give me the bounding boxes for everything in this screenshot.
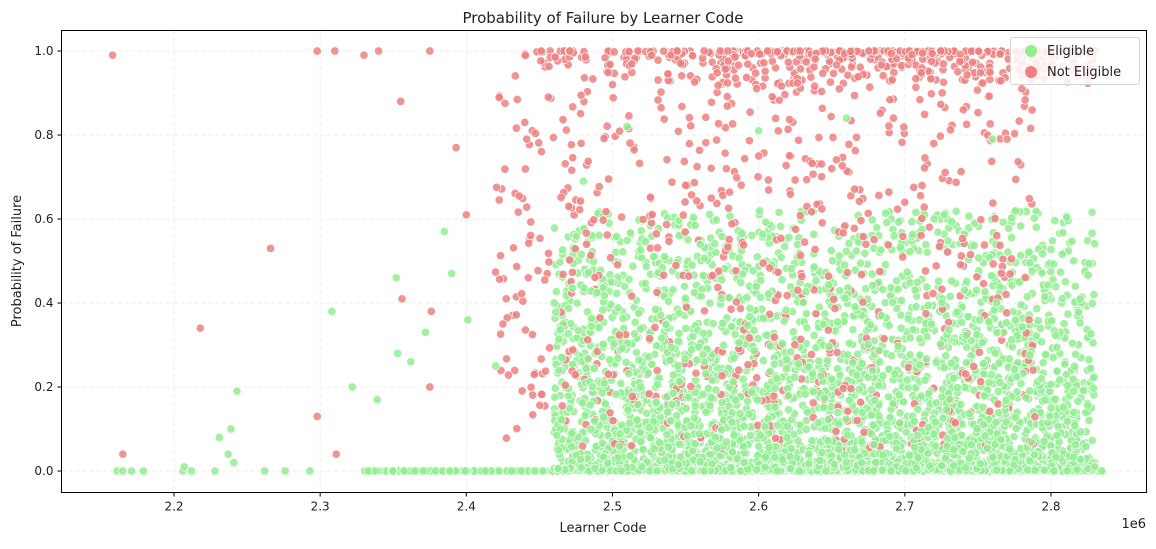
y-tick-label: 0.4: [34, 296, 53, 310]
legend-item-eligible: Eligible: [1011, 41, 1094, 61]
eligible-marker-icon: [1025, 45, 1037, 57]
legend-label: Not Eligible: [1047, 65, 1121, 80]
chart-title: Probability of Failure by Learner Code: [462, 9, 743, 27]
x-offset-label: 1e6: [1121, 517, 1146, 532]
legend-label: Eligible: [1047, 44, 1094, 59]
x-tick-label: 2.5: [603, 500, 622, 514]
x-axis-label: Learner Code: [559, 521, 646, 536]
x-tick-label: 2.2: [164, 500, 183, 514]
y-tick-label: 0.8: [34, 128, 53, 142]
x-tick-label: 2.3: [311, 500, 330, 514]
y-tick-label: 0.0: [34, 464, 53, 478]
x-tick-label: 2.4: [457, 500, 476, 514]
x-axis-ticks: 2.2 2.3 2.4 2.5 2.6 2.7 2.8: [164, 493, 1060, 514]
legend-item-not-eligible: Not Eligible: [1011, 62, 1121, 82]
data-points: [108, 47, 1106, 475]
x-tick-label: 2.6: [749, 500, 768, 514]
legend: Eligible Not Eligible: [1010, 37, 1140, 85]
y-axis-ticks: 0.0 0.2 0.4 0.6 0.8 1.0: [34, 44, 61, 478]
y-tick-label: 0.2: [34, 380, 53, 394]
y-tick-label: 0.6: [34, 212, 53, 226]
y-tick-label: 1.0: [34, 44, 53, 58]
x-tick-label: 2.7: [895, 500, 914, 514]
not-eligible-marker-icon: [1025, 66, 1037, 78]
x-tick-label: 2.8: [1041, 500, 1060, 514]
y-axis-label: Probability of Failure: [10, 195, 25, 327]
